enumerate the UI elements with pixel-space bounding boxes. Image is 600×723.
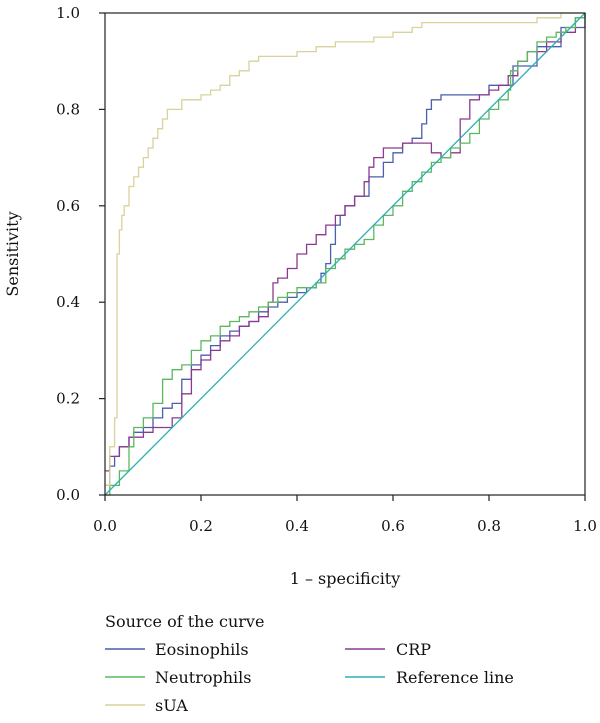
y-tick-label: 1.0: [56, 4, 80, 22]
plot-frame: [104, 12, 586, 496]
series-layer: [104, 12, 586, 496]
legend: Source of the curve Eosinophils Neutroph…: [105, 612, 514, 715]
y-tick-label: 0.6: [56, 197, 80, 215]
legend-label-crp: CRP: [396, 640, 431, 659]
legend-label-neutrophils: Neutrophils: [155, 668, 251, 687]
series-line-sua: [105, 12, 585, 487]
y-axis-title: Sensitivity: [3, 211, 22, 296]
legend-label-sua: sUA: [155, 696, 188, 715]
series-line-reference-line: [104, 12, 586, 496]
y-tick-label: 0.2: [56, 390, 80, 408]
y-tick-label: 0.4: [56, 293, 80, 311]
legend-title: Source of the curve: [105, 612, 264, 631]
y-tick-label: 0.0: [56, 486, 80, 504]
y-tick-label: 0.8: [56, 100, 80, 118]
x-tick-label: 1.0: [573, 517, 597, 535]
x-axis-title: 1 – specificity: [290, 569, 401, 588]
x-tick-label: 0.0: [93, 517, 117, 535]
legend-label-reference-line: Reference line: [396, 668, 514, 687]
series-line-crp: [105, 13, 586, 472]
legend-label-eosinophils: Eosinophils: [155, 640, 249, 659]
x-tick-label: 0.6: [381, 517, 405, 535]
x-tick-label: 0.8: [477, 517, 501, 535]
tick-layer: 0.0 0.2 0.4 0.6 0.8 1.0 0.0 0.2 0.4 0.6 0.8 1.0: [56, 4, 597, 535]
x-tick-label: 0.4: [285, 517, 309, 535]
x-tick-label: 0.2: [189, 517, 213, 535]
